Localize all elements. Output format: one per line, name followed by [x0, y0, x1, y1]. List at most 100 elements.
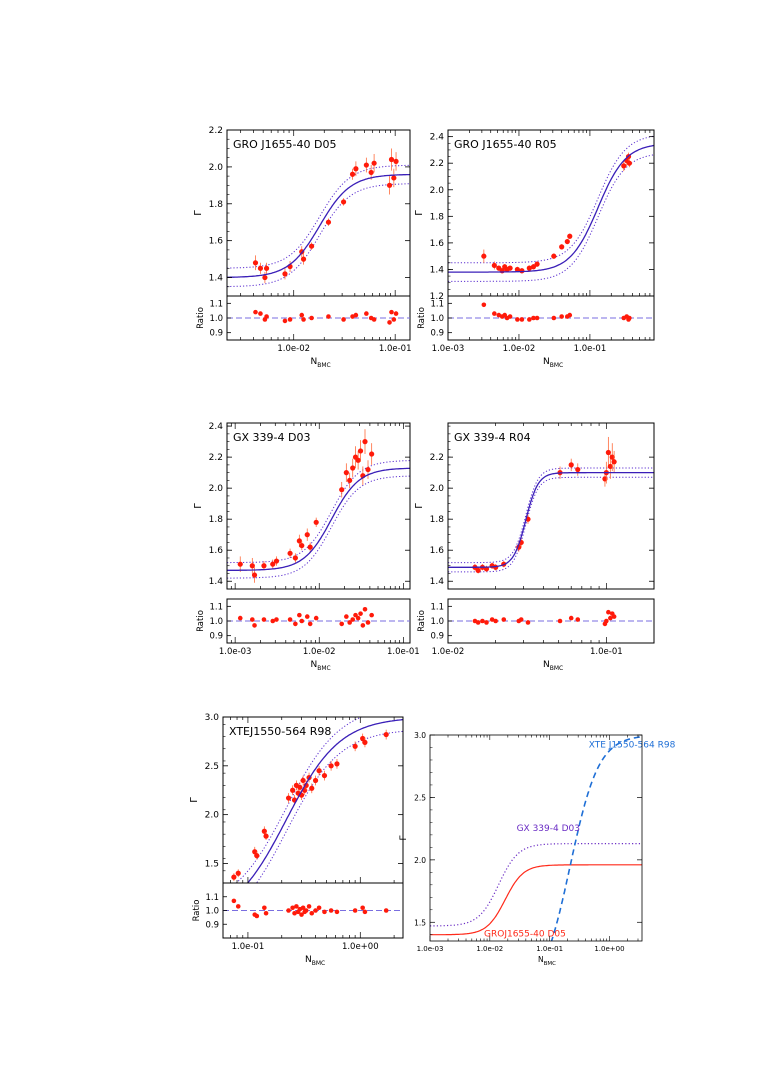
ratio-marker: [313, 615, 319, 621]
panel-6: GROJ1655-40 D05 GX 339-4 D03 XTE J1550-564…: [399, 731, 676, 967]
data-point: [263, 262, 270, 274]
data-marker: [325, 219, 332, 225]
x-tick-label: 1.0e-01: [536, 945, 563, 953]
ratio-marker: [507, 314, 513, 319]
ratio-marker: [492, 311, 497, 316]
ratio-marker: [261, 617, 267, 622]
ratio-marker: [237, 615, 243, 621]
data-point: [575, 463, 581, 476]
ratio-marker: [608, 615, 613, 621]
ratio-marker: [328, 908, 334, 913]
data-marker: [273, 558, 280, 564]
plot-frame: [226, 129, 411, 297]
ratio-tick-label: 1.1: [430, 299, 444, 309]
ratio-marker: [292, 910, 297, 916]
plot-area: [227, 148, 410, 287]
ratio-marker: [326, 314, 331, 319]
ratio-marker: [231, 898, 237, 904]
data-point: [282, 268, 288, 280]
x-axis-label-sub: BMC: [317, 362, 330, 369]
data-marker: [567, 233, 573, 239]
data-point: [611, 450, 617, 473]
data-marker: [299, 542, 305, 549]
data-marker: [481, 253, 487, 259]
x-axis-label: NBMC: [311, 660, 331, 672]
y-tick-label: 2.5: [414, 793, 426, 802]
ratio-marker: [387, 320, 392, 325]
plot-frame: [447, 129, 655, 297]
x-tick-label: 1.0e-01: [590, 647, 623, 657]
x-axis-label-sub: BMC: [544, 961, 557, 967]
data-point: [262, 272, 268, 284]
data-marker: [519, 268, 525, 274]
x-tick-label: 1.0e-03: [219, 647, 252, 657]
ratio-marker: [519, 317, 525, 322]
data-point: [355, 450, 361, 470]
data-marker: [313, 519, 319, 525]
ratio-tick-label: 1.0: [205, 907, 219, 917]
ratio-marker: [567, 312, 573, 318]
x-axis-label: NBMC: [543, 660, 563, 672]
data-point: [235, 869, 241, 878]
x-axis-label: NBMC: [311, 357, 331, 369]
data-point: [564, 238, 570, 245]
data-point: [353, 161, 359, 177]
data-point: [231, 873, 237, 882]
x-axis-label-sub: BMC: [312, 960, 325, 967]
data-point: [290, 785, 296, 796]
ratio-marker: [299, 618, 305, 624]
x-tick-label: 1.0e-01: [232, 942, 265, 952]
ratio-marker: [353, 312, 359, 318]
x-tick-label: 1.0e-02: [476, 945, 503, 953]
x-axis-label-main: N: [543, 357, 550, 367]
ratio-marker: [518, 617, 524, 622]
data-marker: [605, 449, 611, 456]
x-axis-label-sub: BMC: [317, 665, 330, 672]
ratio-marker: [307, 621, 313, 627]
ratio-marker: [525, 620, 531, 625]
y-tick-label: 2.5: [205, 762, 219, 772]
ratio-marker: [362, 909, 368, 915]
fit-lower-bound: [255, 730, 403, 883]
fit-upper-bound: [448, 467, 654, 564]
y-tick-label: 1.4: [209, 274, 224, 284]
data-marker: [312, 777, 319, 784]
y-tick-label: 1.5: [205, 859, 219, 869]
data-marker: [383, 731, 389, 738]
series-line-2: [430, 843, 642, 927]
y-tick-label: 1.4: [430, 265, 445, 275]
ratio-marker: [262, 905, 267, 911]
data-marker: [507, 265, 513, 271]
fit-lower-bound: [227, 183, 410, 287]
y-axis-label: Γ: [414, 210, 425, 216]
data-marker: [568, 462, 574, 468]
ratio-marker: [493, 618, 498, 624]
x-tick-label: 1.0e-01: [379, 344, 412, 354]
data-point: [383, 729, 389, 740]
y-tick-label: 2.0: [430, 484, 445, 494]
data-marker: [564, 238, 570, 245]
data-marker: [282, 271, 288, 277]
data-point: [360, 466, 366, 486]
series-label-2: GX 339-4 D03: [517, 824, 580, 834]
series-line-1: [430, 864, 642, 936]
data-marker: [357, 448, 364, 454]
ratio-marker: [551, 315, 557, 321]
ratio-tick-label: 1.1: [205, 893, 219, 903]
data-point: [491, 261, 497, 270]
data-marker: [263, 833, 269, 839]
data-point: [386, 176, 393, 195]
ratio-marker: [606, 609, 611, 615]
ratio-marker: [339, 621, 345, 627]
ratio-marker: [263, 910, 269, 916]
ratio-marker: [481, 302, 487, 308]
ratio-axis-label: Ratio: [192, 900, 202, 922]
data-marker: [340, 199, 347, 205]
data-marker: [262, 274, 268, 281]
data-marker: [257, 265, 264, 271]
data-marker: [371, 160, 377, 166]
ratio-marker: [299, 312, 305, 318]
data-marker: [602, 476, 608, 482]
data-point: [316, 765, 322, 776]
